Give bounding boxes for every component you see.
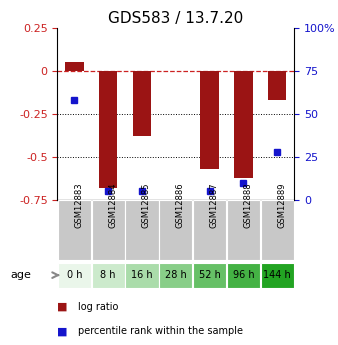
Text: 52 h: 52 h (199, 270, 220, 280)
FancyBboxPatch shape (159, 200, 192, 260)
Text: 0 h: 0 h (67, 270, 82, 280)
Text: ■: ■ (57, 302, 68, 312)
FancyBboxPatch shape (227, 263, 260, 288)
FancyBboxPatch shape (125, 200, 159, 260)
Text: 8 h: 8 h (100, 270, 116, 280)
Bar (268, 71, 286, 100)
Text: GSM12888: GSM12888 (243, 182, 252, 228)
Bar (200, 71, 219, 169)
FancyBboxPatch shape (125, 263, 159, 288)
Text: GSM12885: GSM12885 (142, 182, 151, 228)
FancyBboxPatch shape (92, 200, 125, 260)
Text: percentile rank within the sample: percentile rank within the sample (78, 326, 243, 336)
Text: 144 h: 144 h (263, 270, 291, 280)
Text: 16 h: 16 h (131, 270, 153, 280)
FancyBboxPatch shape (261, 200, 294, 260)
Bar (99, 71, 117, 188)
FancyBboxPatch shape (58, 263, 91, 288)
FancyBboxPatch shape (58, 200, 91, 260)
Text: GSM12883: GSM12883 (74, 182, 83, 228)
Text: 28 h: 28 h (165, 270, 187, 280)
FancyBboxPatch shape (261, 263, 294, 288)
Text: GSM12889: GSM12889 (277, 182, 286, 228)
FancyBboxPatch shape (92, 263, 125, 288)
Title: GDS583 / 13.7.20: GDS583 / 13.7.20 (108, 11, 243, 27)
Bar (65, 62, 84, 71)
Bar (234, 71, 252, 178)
FancyBboxPatch shape (193, 200, 226, 260)
Text: GSM12884: GSM12884 (108, 182, 117, 228)
FancyBboxPatch shape (193, 263, 226, 288)
FancyBboxPatch shape (227, 200, 260, 260)
Text: ■: ■ (57, 326, 68, 336)
Text: 96 h: 96 h (233, 270, 254, 280)
Text: GSM12886: GSM12886 (176, 182, 185, 228)
Text: log ratio: log ratio (78, 302, 118, 312)
Bar (132, 71, 151, 136)
Text: age: age (10, 270, 31, 280)
Text: GSM12887: GSM12887 (210, 182, 219, 228)
FancyBboxPatch shape (159, 263, 192, 288)
